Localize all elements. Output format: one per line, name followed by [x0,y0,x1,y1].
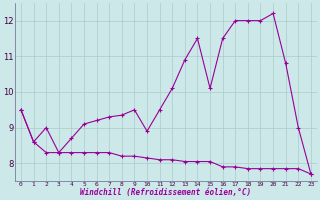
X-axis label: Windchill (Refroidissement éolien,°C): Windchill (Refroidissement éolien,°C) [80,188,252,197]
